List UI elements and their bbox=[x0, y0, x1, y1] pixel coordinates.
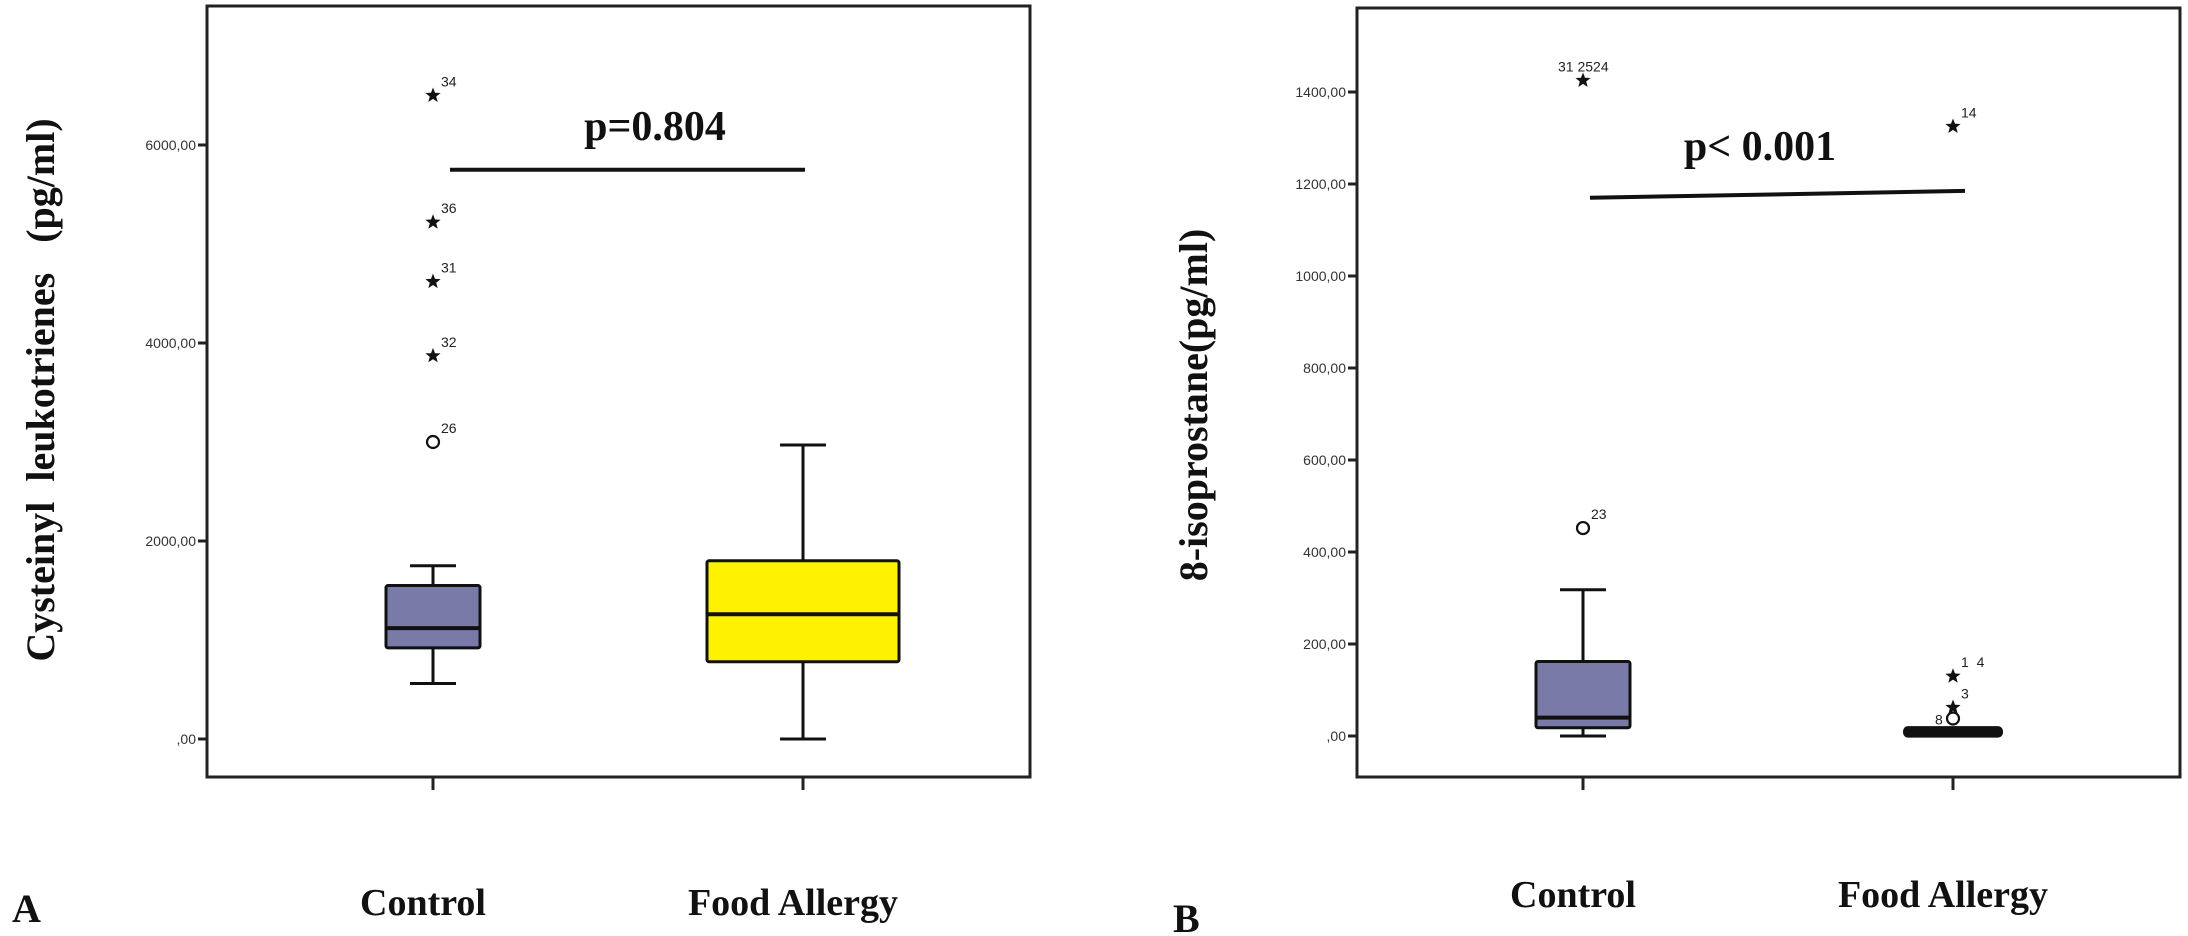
y-tick-label: 6000,00 bbox=[145, 137, 196, 153]
outlier-star bbox=[1945, 668, 1961, 683]
p-value-annotation: p< 0.001 bbox=[1684, 124, 1836, 170]
iqr-box bbox=[384, 584, 482, 650]
y-tick-label: 4000,00 bbox=[145, 335, 196, 351]
outlier-star bbox=[425, 214, 441, 229]
x-category-label: Control bbox=[360, 882, 486, 924]
outlier-label: 32 bbox=[441, 334, 457, 350]
y-tick-label: 2000,00 bbox=[145, 533, 196, 549]
y-tick-label: 1200,00 bbox=[1295, 176, 1346, 192]
outlier-label: 36 bbox=[441, 200, 457, 216]
x-category-label: Control bbox=[1510, 874, 1636, 916]
outlier-star bbox=[425, 273, 441, 289]
y-axis-label: Cysteinyl leukotrienes (pg/ml) bbox=[18, 118, 63, 661]
outlier-label: 31 2524 bbox=[1558, 59, 1609, 75]
panel-label: B bbox=[1173, 896, 1200, 936]
outlier-circle bbox=[1945, 711, 1961, 726]
outlier-label: 34 bbox=[441, 74, 457, 90]
plot-frame-1 bbox=[1355, 6, 2182, 779]
outlier-label: 23 bbox=[1591, 506, 1607, 522]
y-tick-label: ,00 bbox=[1327, 728, 1347, 744]
outlier-star bbox=[1945, 699, 1961, 714]
outlier-label: 8 bbox=[1935, 712, 1943, 728]
y-axis-label: 8-isoprostane(pg/ml) bbox=[1171, 229, 1216, 582]
y-tick-label: 1000,00 bbox=[1295, 268, 1346, 284]
y-tick-label: 200,00 bbox=[1303, 636, 1346, 652]
outlier-star bbox=[425, 87, 441, 102]
outlier-label: 1 4 bbox=[1961, 654, 1985, 670]
iqr-box bbox=[705, 559, 901, 664]
y-tick-label: 1400,00 bbox=[1295, 84, 1346, 100]
outlier-label: 26 bbox=[441, 420, 457, 436]
outlier-star bbox=[1575, 72, 1591, 87]
plot-frame-0 bbox=[205, 4, 1032, 779]
x-category-label: Food Allergy bbox=[1838, 874, 2048, 916]
y-tick-label: 800,00 bbox=[1303, 360, 1346, 376]
outlier-label: 3 bbox=[1961, 685, 1969, 701]
outlier-label: 31 bbox=[441, 260, 457, 276]
outlier-star bbox=[1945, 118, 1961, 133]
outlier-circle bbox=[425, 434, 441, 450]
p-value-annotation: p=0.804 bbox=[584, 104, 726, 150]
outlier-label: 14 bbox=[1961, 105, 1977, 121]
outlier-circle bbox=[1575, 520, 1591, 536]
panel-label: A bbox=[12, 886, 41, 931]
y-tick-label: 600,00 bbox=[1303, 452, 1346, 468]
y-tick-label: 400,00 bbox=[1303, 544, 1346, 560]
iqr-box bbox=[1534, 659, 1632, 730]
y-tick-label: ,00 bbox=[177, 731, 197, 747]
significance-bar bbox=[1589, 188, 1966, 200]
outlier-star bbox=[425, 347, 441, 363]
x-category-label: Food Allergy bbox=[688, 882, 898, 924]
